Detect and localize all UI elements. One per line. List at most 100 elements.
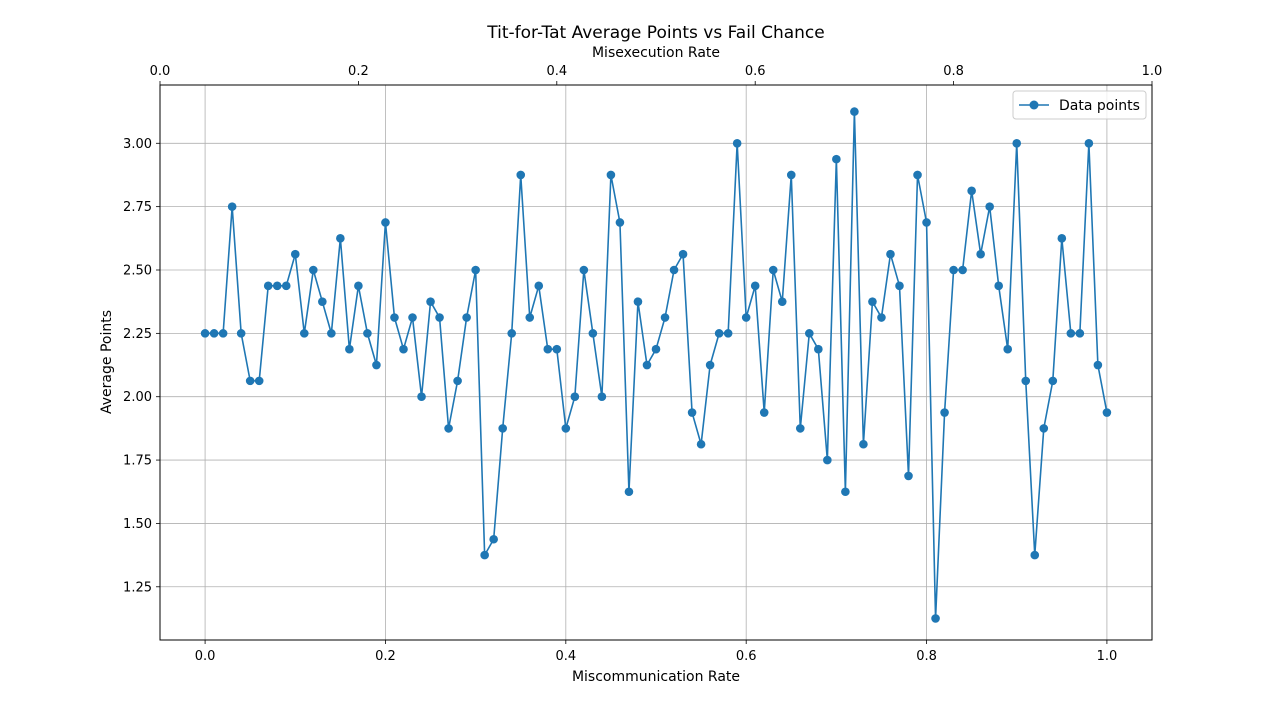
data-point-marker bbox=[940, 408, 949, 417]
data-point-marker bbox=[768, 265, 778, 275]
data-point-marker bbox=[390, 313, 399, 322]
data-point-marker bbox=[552, 344, 562, 354]
data-point-marker bbox=[1012, 138, 1022, 148]
legend-marker-swatch bbox=[1029, 100, 1039, 110]
top-x-tick-label: 0.6 bbox=[745, 64, 766, 79]
data-point-marker bbox=[1102, 408, 1112, 417]
data-point-marker bbox=[850, 107, 859, 116]
data-point-marker bbox=[958, 265, 967, 275]
y-tick-label: 1.75 bbox=[123, 454, 152, 469]
data-point-marker bbox=[678, 249, 688, 259]
data-point-marker bbox=[381, 218, 390, 227]
data-point-marker bbox=[525, 313, 535, 322]
data-point-marker bbox=[877, 313, 886, 322]
data-point-marker bbox=[1057, 234, 1067, 243]
data-point-marker bbox=[453, 376, 462, 386]
data-point-marker bbox=[841, 487, 850, 497]
top-x-tick-label: 0.4 bbox=[546, 64, 567, 79]
top-x-axis-ticks: 0.0 0.2 0.4 0.6 0.8 1.0 bbox=[150, 64, 1163, 85]
top-x-axis-title: Misexecution Rate bbox=[592, 45, 720, 61]
data-point-marker bbox=[200, 329, 210, 338]
data-point-marker bbox=[669, 265, 679, 275]
data-point-marker bbox=[408, 313, 417, 322]
x-tick-label: 1.0 bbox=[1097, 649, 1118, 664]
data-point-marker bbox=[913, 170, 922, 180]
data-point-marker bbox=[1084, 138, 1094, 148]
data-point-marker bbox=[732, 138, 742, 148]
data-point-marker bbox=[795, 424, 805, 433]
chart-title: Tit-for-Tat Average Points vs Fail Chanc… bbox=[486, 23, 824, 43]
data-point-marker bbox=[1021, 376, 1031, 386]
data-point-marker bbox=[1003, 344, 1013, 354]
data-point-marker bbox=[660, 313, 670, 322]
data-point-marker bbox=[741, 313, 751, 322]
data-point-marker bbox=[588, 329, 598, 338]
data-point-marker bbox=[309, 265, 318, 275]
data-point-marker bbox=[263, 281, 273, 291]
x-tick-label: 0.6 bbox=[736, 649, 757, 664]
data-point-marker bbox=[786, 170, 796, 180]
data-point-marker bbox=[399, 344, 408, 354]
data-point-marker bbox=[651, 344, 661, 354]
y-tick-label: 2.50 bbox=[123, 264, 152, 279]
data-point-marker bbox=[318, 297, 327, 306]
data-point-marker bbox=[931, 614, 940, 623]
data-point-marker bbox=[498, 424, 507, 433]
data-point-marker bbox=[354, 281, 363, 291]
data-point-marker bbox=[299, 329, 309, 338]
grid-lines bbox=[160, 85, 1152, 640]
data-point-marker bbox=[1048, 376, 1058, 386]
data-point-marker bbox=[723, 329, 733, 338]
data-point-marker bbox=[444, 424, 453, 433]
data-point-marker bbox=[345, 344, 354, 354]
x-tick-label: 0.2 bbox=[375, 649, 396, 664]
data-point-marker bbox=[1093, 360, 1103, 370]
series-data bbox=[200, 107, 1112, 623]
data-point-marker bbox=[832, 154, 841, 164]
data-point-marker bbox=[859, 439, 868, 449]
y-tick-label: 2.75 bbox=[123, 200, 152, 215]
data-point-marker bbox=[777, 297, 787, 306]
data-point-marker bbox=[714, 329, 724, 338]
data-point-marker bbox=[642, 360, 652, 370]
data-point-marker bbox=[750, 281, 760, 291]
x-tick-label: 0.4 bbox=[555, 649, 576, 664]
data-point-marker bbox=[236, 329, 246, 338]
data-point-marker bbox=[561, 424, 571, 433]
y-tick-label: 2.00 bbox=[123, 390, 152, 405]
data-point-marker bbox=[687, 408, 697, 417]
data-point-marker bbox=[814, 344, 823, 354]
x-tick-label: 0.8 bbox=[916, 649, 937, 664]
data-point-marker bbox=[949, 265, 958, 275]
legend-label: Data points bbox=[1059, 98, 1140, 114]
data-point-marker bbox=[426, 297, 435, 306]
data-point-marker bbox=[705, 360, 715, 370]
data-point-marker bbox=[507, 329, 517, 338]
data-point-marker bbox=[967, 186, 976, 196]
data-point-marker bbox=[868, 297, 877, 306]
data-point-marker bbox=[327, 329, 336, 338]
plot-area-frame bbox=[159, 84, 1153, 641]
data-point-marker bbox=[624, 487, 634, 497]
data-point-marker bbox=[570, 392, 580, 402]
data-point-marker bbox=[1030, 550, 1040, 560]
data-point-marker bbox=[615, 218, 625, 227]
data-point-marker bbox=[290, 249, 300, 259]
data-point-marker bbox=[633, 297, 643, 306]
data-point-marker bbox=[372, 360, 381, 370]
data-point-marker bbox=[904, 471, 913, 481]
y-tick-label: 1.50 bbox=[123, 517, 152, 532]
data-point-marker bbox=[886, 249, 895, 259]
data-point-marker bbox=[922, 218, 931, 227]
y-tick-label: 1.25 bbox=[123, 580, 152, 595]
data-point-marker bbox=[606, 170, 616, 180]
data-point-marker bbox=[272, 281, 282, 291]
x-axis-title: Miscommunication Rate bbox=[572, 669, 740, 685]
data-point-marker bbox=[1066, 329, 1076, 338]
data-point-marker bbox=[480, 550, 489, 560]
top-x-tick-label: 1.0 bbox=[1142, 64, 1163, 79]
top-x-tick-label: 0.0 bbox=[150, 64, 171, 79]
data-point-marker bbox=[209, 329, 219, 338]
